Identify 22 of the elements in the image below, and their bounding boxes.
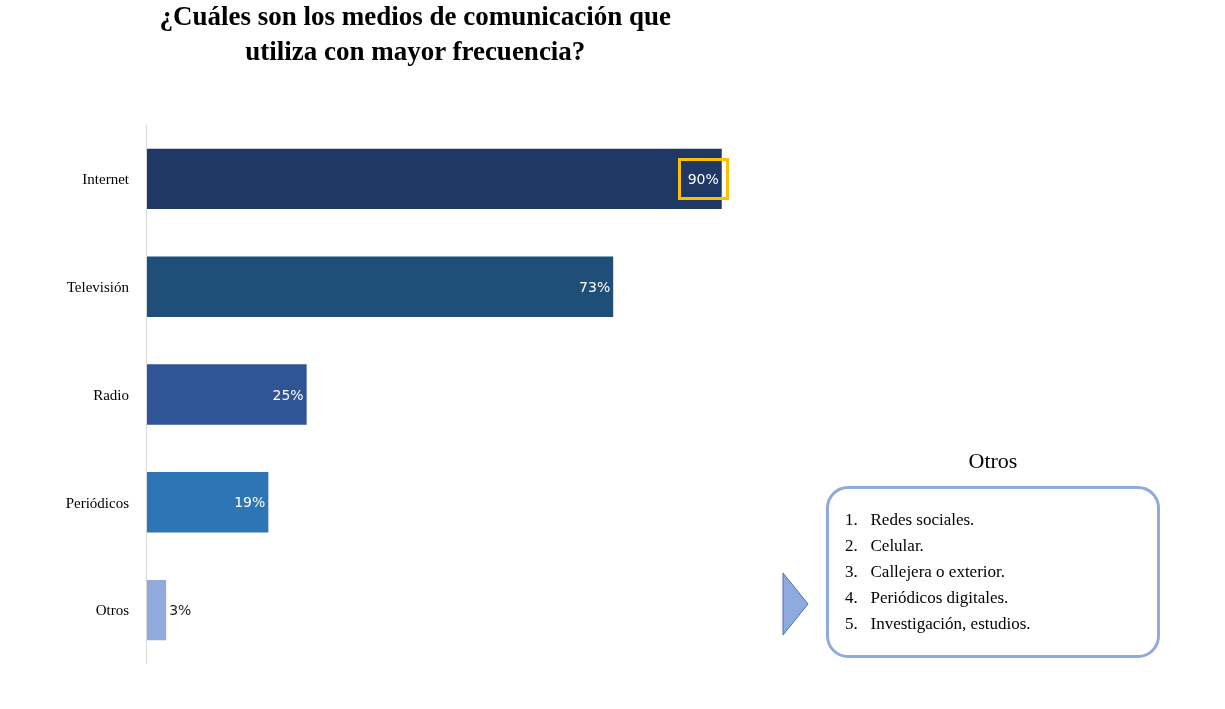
y-tick-label: Internet bbox=[82, 171, 130, 188]
y-tick-label: Radio bbox=[93, 386, 129, 403]
text: 5. Investigación, estudios. bbox=[845, 613, 1032, 635]
chart-title: ¿Cuáles son los medios de comunicación que utiliza con mayor frecuencia? bbox=[159, 0, 672, 66]
data-label: 90% bbox=[687, 170, 719, 187]
text: 2. Celular. bbox=[845, 535, 925, 557]
bar bbox=[147, 256, 614, 317]
bar bbox=[147, 364, 307, 425]
y-tick-label: Televisión bbox=[66, 278, 130, 295]
data-label: 25% bbox=[272, 386, 304, 403]
text: 3. Callejera o exterior. bbox=[845, 561, 1007, 583]
y-tick-label: Periódicos bbox=[65, 494, 130, 511]
bar bbox=[147, 472, 269, 533]
data-label: 73% bbox=[579, 278, 611, 295]
data-label: 3% bbox=[169, 602, 192, 619]
data-label: 19% bbox=[234, 494, 266, 511]
text: Otros bbox=[967, 448, 1019, 474]
text: 4. Periódicos digitales. bbox=[845, 587, 1010, 609]
bar bbox=[147, 579, 167, 641]
y-tick-label: Otros bbox=[95, 602, 130, 619]
bar bbox=[147, 148, 722, 210]
text: 1. Redes sociales. bbox=[845, 509, 976, 531]
